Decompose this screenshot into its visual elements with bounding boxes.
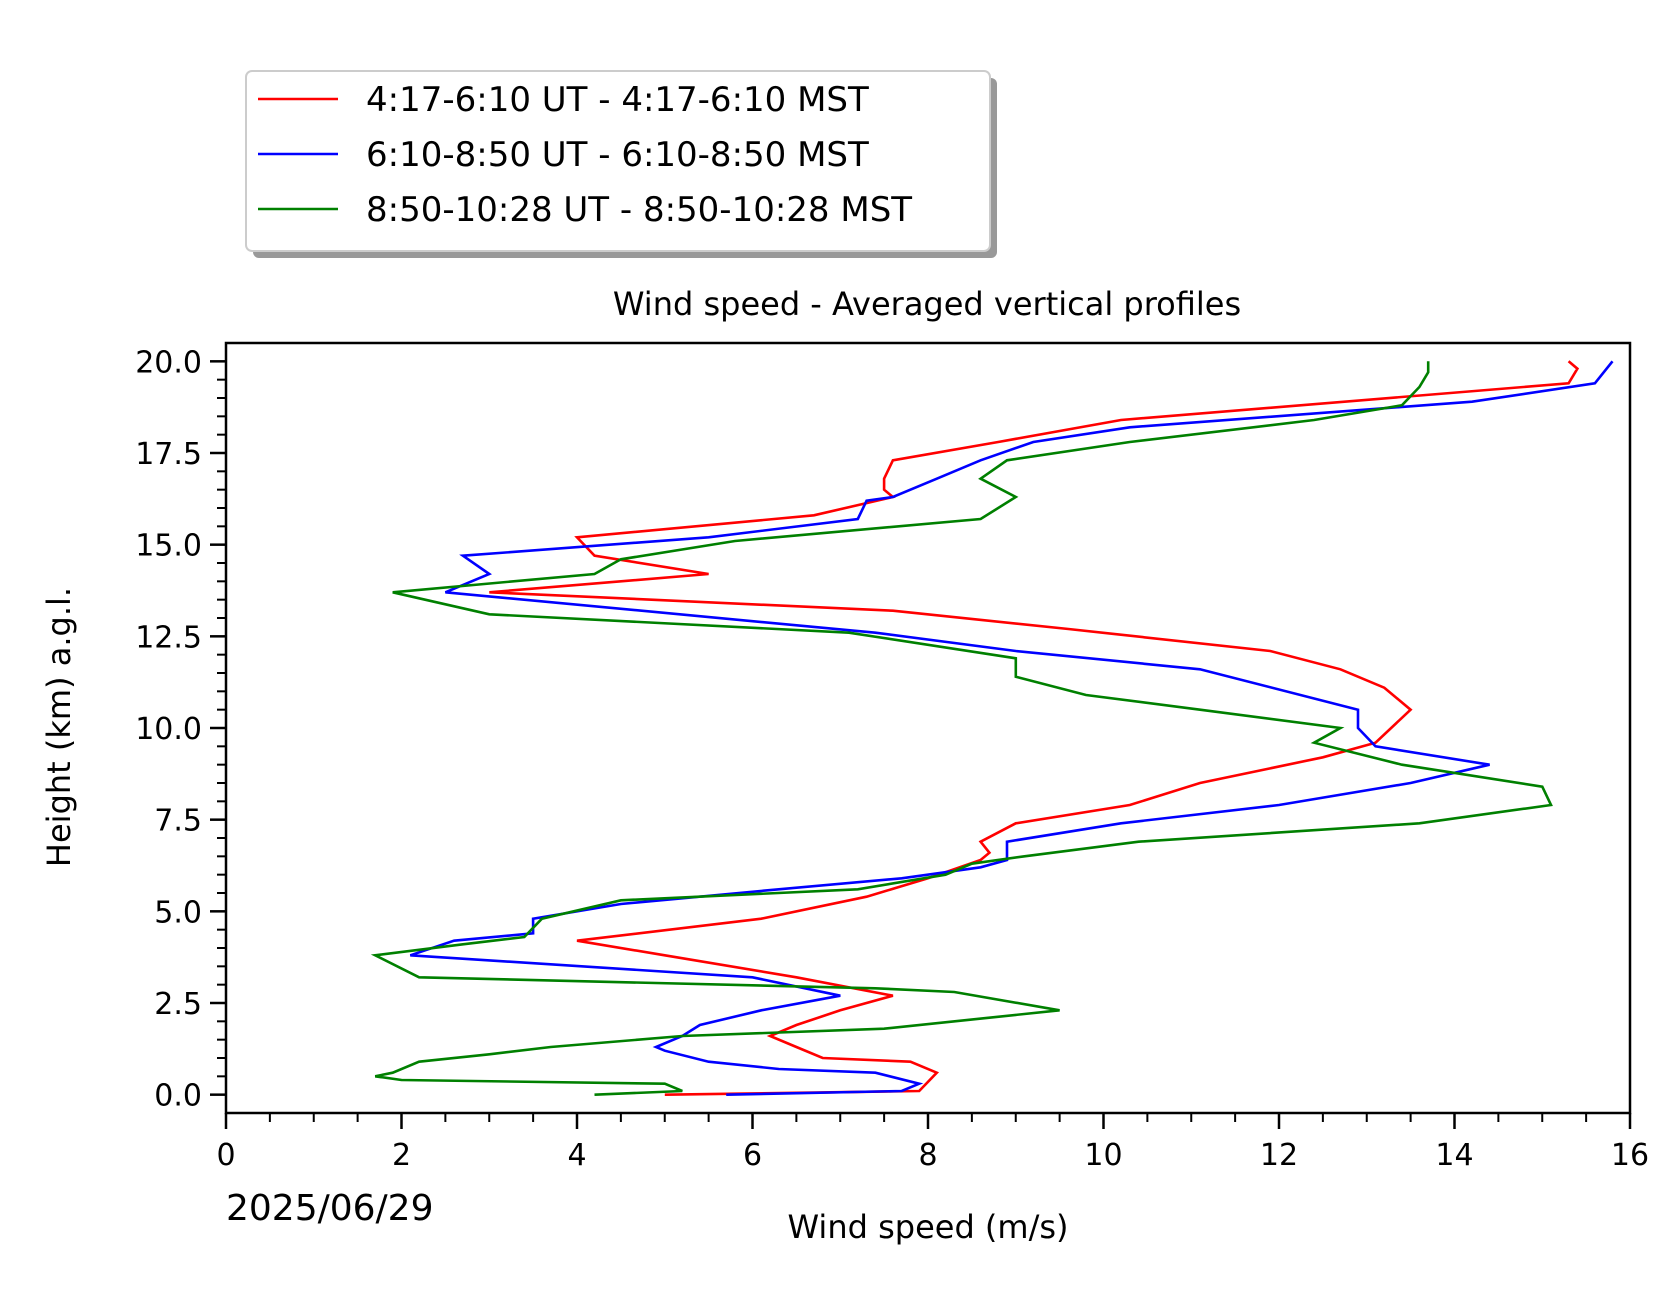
series-group — [370, 360, 1614, 1096]
y-tick-label: 15.0 — [135, 529, 202, 564]
y-tick-label: 2.5 — [154, 987, 202, 1022]
x-tick-label: 14 — [1435, 1138, 1473, 1173]
legend-box — [245, 70, 991, 252]
axis-ticks: 0 2 4 6 8 10 12 14 16 0.0 2.5 5.0 7.5 10.0 12.5 15.0 17.… — [135, 345, 1649, 1173]
plot-area — [224, 341, 1632, 1115]
x-tick-label: 6 — [743, 1138, 762, 1173]
x-tick-label: 2 — [392, 1138, 411, 1173]
legend: 4:17-6:10 UT - 4:17-6:10 MST 6:10-8:50 U… — [245, 70, 997, 258]
y-tick-label: 17.5 — [135, 437, 202, 472]
y-axis-title: Height (km) a.g.l. — [40, 587, 78, 867]
legend-label-3: 8:50-10:28 UT - 8:50-10:28 MST — [366, 190, 912, 230]
x-tick-label: 4 — [567, 1138, 586, 1173]
series-line-3 — [370, 361, 1553, 1096]
y-tick-label: 12.5 — [135, 620, 202, 655]
legend-label-2: 6:10-8:50 UT - 6:10-8:50 MST — [366, 135, 869, 175]
x-tick-label: 8 — [918, 1138, 937, 1173]
chart-title: Wind speed - Averaged vertical profiles — [613, 285, 1241, 323]
y-tick-label: 0.0 — [154, 1079, 202, 1114]
x-tick-label: 10 — [1084, 1138, 1122, 1173]
y-tick-label: 5.0 — [154, 895, 202, 930]
x-tick-label: 0 — [216, 1138, 235, 1173]
legend-label-1: 4:17-6:10 UT - 4:17-6:10 MST — [366, 80, 869, 120]
y-tick-label: 20.0 — [135, 345, 202, 380]
x-tick-label: 16 — [1611, 1138, 1649, 1173]
x-tick-label: 12 — [1260, 1138, 1298, 1173]
date-label: 2025/06/29 — [226, 1188, 434, 1229]
x-axis-title: Wind speed (m/s) — [787, 1208, 1068, 1246]
series-line-1 — [489, 360, 1580, 1096]
y-tick-label: 10.0 — [135, 712, 202, 747]
series-line-2 — [409, 360, 1614, 1096]
y-tick-label: 7.5 — [154, 804, 202, 839]
